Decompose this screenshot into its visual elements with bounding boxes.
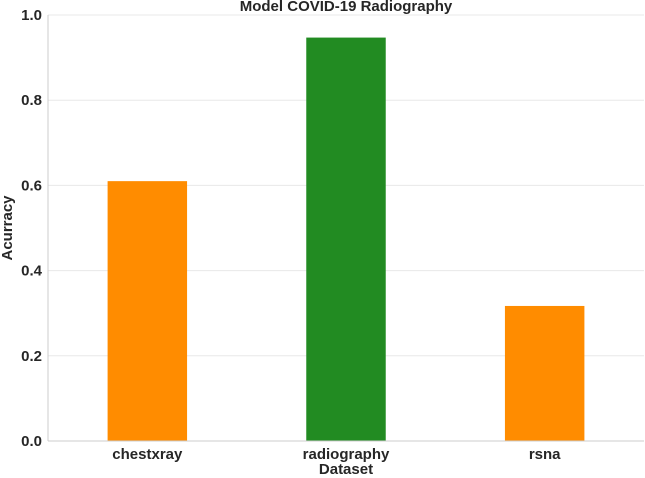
x-tick-label-rsna: rsna [529, 446, 561, 463]
y-tick-label: 0.6 [21, 177, 42, 194]
y-tick-label: 0.0 [21, 433, 42, 450]
axes [47, 15, 644, 442]
y-tick-label: 0.2 [21, 348, 42, 365]
bar-radiography [306, 37, 386, 441]
y-tick-label: 0.8 [21, 92, 42, 109]
x-tick-labels: chestxray radiography rsna [112, 446, 561, 463]
bar-chestxray [107, 181, 188, 441]
y-tick-label: 1.0 [21, 7, 42, 24]
y-tick-labels: 0.0 0.2 0.4 0.6 0.8 1.0 [21, 7, 43, 450]
chart-title: Model COVID-19 Radiography [240, 0, 453, 15]
x-tick-label-chestxray: chestxray [112, 446, 183, 463]
bar-rsna [504, 305, 585, 441]
y-axis-label: Acurracy [0, 195, 16, 261]
bars [107, 37, 585, 441]
x-axis-label: Dataset [319, 461, 373, 478]
x-tick-label-radiography: radiography [303, 446, 390, 463]
y-tick-label: 0.4 [21, 263, 43, 280]
